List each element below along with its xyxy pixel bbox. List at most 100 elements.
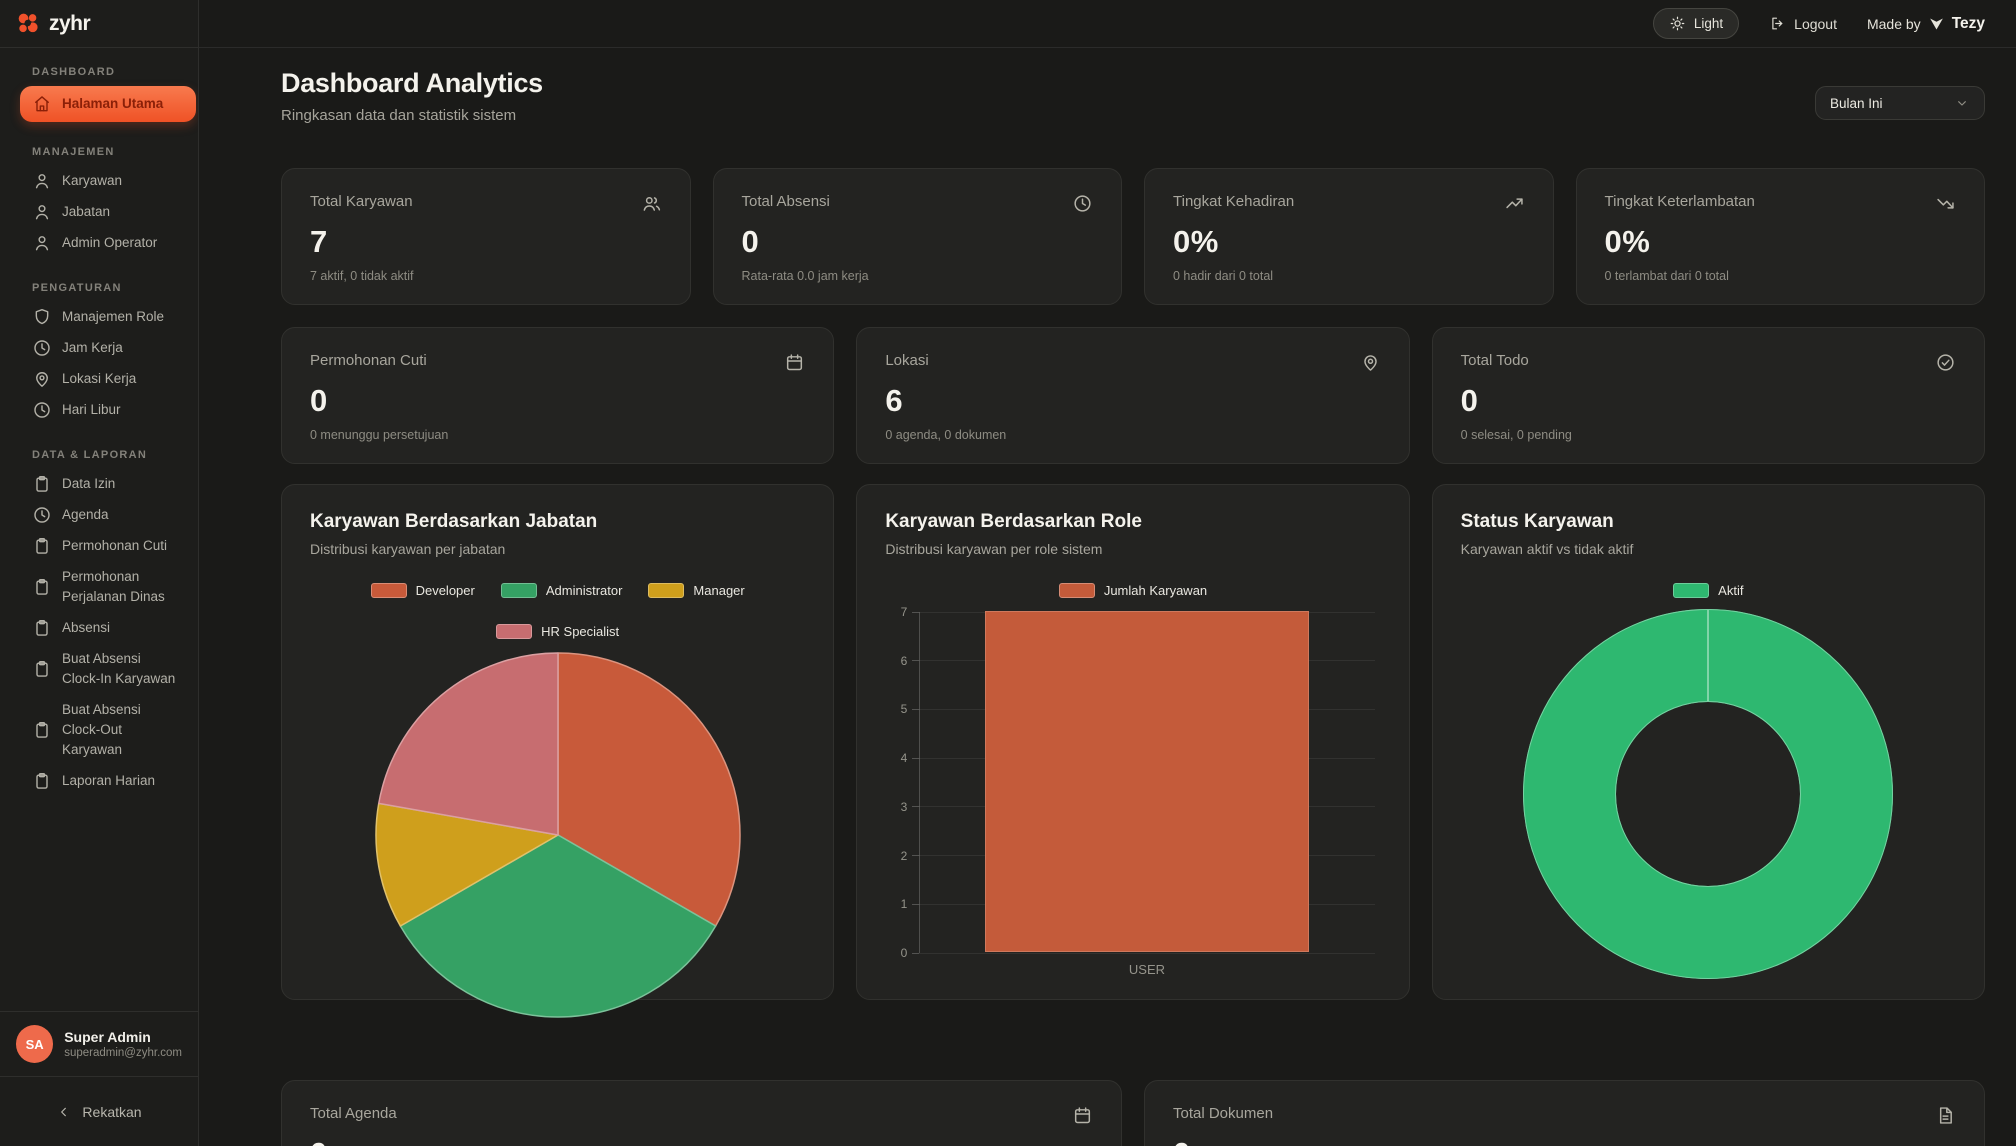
stat-card-title: Total Agenda [310,1105,397,1122]
collapse-sidebar-button[interactable]: Rekatkan [0,1076,198,1146]
sidebar-item-label: Buat Absensi Clock-Out Karyawan [62,702,141,757]
legend-item-aktif[interactable]: Aktif [1673,583,1743,598]
bar-user [985,611,1309,952]
y-tick-label: 4 [900,751,908,766]
sidebar-item-permohonan-perjalanan-dinas[interactable]: Permohonan Perjalanan Dinas [20,562,190,612]
legend-label: Manager [693,583,745,598]
stat-card-title: Total Karyawan [310,193,413,210]
stat-card-subtext: 0 selesai, 0 pending [1460,428,1572,442]
theme-toggle-label: Light [1693,16,1724,31]
nav-section-manajemen: MANAJEMEN Karyawan Jabatan Admin Operator [20,146,190,258]
trend-up-icon [1504,193,1525,214]
stat-card-value: 7 [310,224,328,259]
brand-name: zyhr [49,11,91,35]
stat-card-total-agenda: Total Agenda 0 [281,1080,1122,1146]
stat-card-subtext: 0 terlambat dari 0 total [1604,269,1729,283]
clipboard-icon [32,659,52,679]
brand-logo[interactable]: zyhr [0,0,198,48]
sidebar-item-label: Hari Libur [62,402,121,417]
clipboard-icon [32,771,52,791]
sidebar-item-label: Jabatan [62,204,111,219]
nav-section-label: PENGATURAN [32,282,122,294]
user-icon [32,202,52,222]
sidebar-item-label: Data Izin [62,476,116,491]
page-subtitle: Ringkasan data dan statistik sistem [281,107,517,124]
topbar: Light Logout Made by Tezy [199,0,2016,48]
chevron-left-icon [56,1104,72,1120]
sidebar-item-label: Agenda [62,507,109,522]
period-filter-select[interactable]: Bulan Ini [1815,86,1985,120]
sidebar-item-jam-kerja[interactable]: Jam Kerja [20,333,190,363]
sidebar-item-buat-absensi-clock-in-karyawan[interactable]: Buat Absensi Clock-In Karyawan [20,644,190,694]
legend-item-manager[interactable]: Manager [648,583,745,598]
y-tick-label: 2 [900,848,908,863]
y-tick-label: 0 [900,946,908,960]
stats-row-1: Total Karyawan 7 7 aktif, 0 tidak aktif Tot… [281,168,1985,305]
sidebar-item-karyawan[interactable]: Karyawan [20,166,190,196]
sidebar: zyhr DASHBOARD Halaman Utama MANAJEMEN Kary… [0,0,199,1146]
logout-button[interactable]: Logout [1769,15,1837,32]
chevron-down-icon [1954,95,1970,111]
sidebar-nav: DASHBOARD Halaman Utama MANAJEMEN Karyawan J… [0,48,198,1011]
sidebar-item-manajemen-role[interactable]: Manajemen Role [20,302,190,332]
sun-icon [1669,15,1686,32]
legend-item-administrator[interactable]: Administrator [500,583,623,598]
legend-label: Administrator [545,583,623,598]
sidebar-item-permohonan-cuti[interactable]: Permohonan Cuti [20,531,190,561]
legend-label: HR Specialist [541,624,620,639]
made-by-label: Made by [1866,15,1921,32]
logout-label: Logout [1794,15,1837,32]
sidebar-item-agenda[interactable]: Agenda [20,500,190,530]
legend-item-developer[interactable]: Developer [370,583,475,598]
nav-section-data-laporan: DATA & LAPORAN Data Izin Agenda Permohonan … [20,449,190,796]
sidebar-item-label: Manajemen Role [62,309,165,324]
charts-row: Karyawan Berdasarkan Jabatan Distribusi k… [281,484,1985,1018]
y-tick-label: 3 [900,799,908,814]
nav-section-label: MANAJEMEN [32,146,115,158]
sidebar-item-label: Jam Kerja [62,340,123,355]
sidebar-item-buat-absensi-clock-out-karyawan[interactable]: Buat Absensi Clock-Out Karyawan [20,695,190,765]
sidebar-item-absensi[interactable]: Absensi [20,613,190,643]
stat-card-tingkat-kehadiran: Tingkat Kehadiran 0% 0 hadir dari 0 total [1144,168,1554,305]
home-icon [32,94,52,114]
chart-card-status-karyawan: Status Karyawan Karyawan aktif vs tidak a… [1431,484,1985,1000]
stat-card-total-absensi: Total Absensi 0 Rata-rata 0.0 jam kerja [712,168,1122,305]
sidebar-item-lokasi-kerja[interactable]: Lokasi Kerja [20,364,190,394]
period-filter-value: Bulan Ini [1830,95,1883,111]
chart-title: Karyawan Berdasarkan Role [885,511,1142,532]
legend-item-hr-specialist[interactable]: HR Specialist [496,624,619,639]
legend-item-jumlah-karyawan[interactable]: Jumlah Karyawan [1058,583,1207,598]
y-tick-label: 1 [900,897,908,912]
sidebar-item-label: Laporan Harian [62,773,156,788]
stat-card-permohonan-cuti: Permohonan Cuti 0 0 menunggu persetujuan [281,327,835,464]
clock-icon [32,338,52,358]
user-profile[interactable]: SA Super Admin superadmin@zyhr.com [0,1011,198,1076]
theme-toggle-button[interactable]: Light [1652,8,1740,39]
chart-subtitle: Distribusi karyawan per jabatan [310,541,506,557]
sidebar-item-label: Halaman Utama [62,96,164,111]
sidebar-item-label: Absensi [62,620,111,635]
sidebar-item-data-izin[interactable]: Data Izin [20,469,190,499]
stat-card-title: Total Dokumen [1173,1105,1274,1122]
user-email: superadmin@zyhr.com [64,1046,182,1059]
stat-card-title: Tingkat Keterlambatan [1604,193,1755,210]
collapse-label: Rekatkan [82,1103,142,1120]
stat-card-value: 0 [1460,383,1479,418]
sidebar-item-label: Karyawan [62,173,123,188]
sidebar-item-label: Lokasi Kerja [62,371,137,386]
y-tick-label: 6 [900,653,908,668]
chart-subtitle: Karyawan aktif vs tidak aktif [1460,541,1634,557]
stat-card-subtext: 0 hadir dari 0 total [1173,269,1274,283]
chart-title: Karyawan Berdasarkan Jabatan [310,511,598,532]
stat-card-total-todo: Total Todo 0 0 selesai, 0 pending [1431,327,1985,464]
sidebar-item-hari-libur[interactable]: Hari Libur [20,395,190,425]
sidebar-item-halaman-utama[interactable]: Halaman Utama [20,86,196,122]
sidebar-item-jabatan[interactable]: Jabatan [20,197,190,227]
map-pin-icon [1360,352,1381,373]
sidebar-item-laporan-harian[interactable]: Laporan Harian [20,766,190,796]
sidebar-item-admin-operator[interactable]: Admin Operator [20,228,190,258]
page-title: Dashboard Analytics [281,68,543,98]
stat-card-title: Permohonan Cuti [310,352,427,369]
legend-status-karyawan: Aktif [1461,583,1956,598]
made-by-brand: Tezy [1951,14,1985,32]
